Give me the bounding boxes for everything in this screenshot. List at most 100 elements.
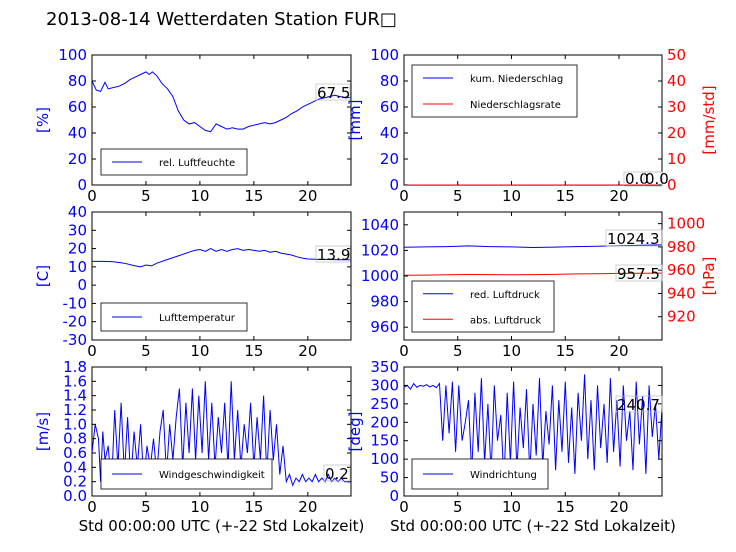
precipitation-xtick-label: 20 xyxy=(609,187,628,205)
temperature-series-0-line xyxy=(92,248,351,268)
winddirection-value-label-box xyxy=(615,395,663,413)
windspeed-value-label-box xyxy=(323,464,351,482)
pressure-legend-label: red. Luftdruck xyxy=(470,290,540,301)
windspeed-series-0-line xyxy=(92,381,351,489)
winddirection-ytick-label: 100 xyxy=(370,450,399,468)
windspeed-xtick-label: 15 xyxy=(244,498,263,516)
pressure-y2tick-label: 980 xyxy=(667,238,696,256)
windspeed-value-label: 0.2 xyxy=(325,465,349,483)
temperature-ytick-label: 20 xyxy=(68,240,87,258)
windspeed-ytick-label: 0.8 xyxy=(63,430,87,448)
windspeed-xtick-label: 10 xyxy=(190,498,209,516)
precipitation-ytick-label: 40 xyxy=(380,124,399,142)
precipitation-ytick-label: 100 xyxy=(370,46,399,64)
precipitation-y2tick-label: 0 xyxy=(667,176,677,194)
pressure-xtick-label: 20 xyxy=(609,342,628,360)
windspeed-xlabel: Std 00:00:00 UTC (+-22 Std Lokalzeit) xyxy=(79,517,365,535)
humidity-ytick-label: 20 xyxy=(68,150,87,168)
pressure-value-label-box xyxy=(605,229,663,247)
precipitation-ytick-label: 20 xyxy=(380,150,399,168)
humidity-legend-label: rel. Luftfeuchte xyxy=(159,158,235,169)
temperature-legend-label: Lufttemperatur xyxy=(159,313,236,324)
pressure-xtick-label: 0 xyxy=(399,342,409,360)
windspeed-xtick-label: 0 xyxy=(87,498,97,516)
pressure-y2tick-label: 960 xyxy=(667,261,696,279)
pressure-value-label: 1024.3 xyxy=(607,230,660,248)
humidity-value-label: 67.5 xyxy=(317,84,350,102)
missing-glyph-box: □ xyxy=(379,9,397,30)
pressure-xtick-label: 15 xyxy=(556,342,575,360)
precipitation-ylabel: [mm] xyxy=(346,100,364,141)
winddirection-legend: Windrichtung xyxy=(411,458,549,490)
temperature-ytick-label: 10 xyxy=(68,258,87,276)
precipitation-y2tick-label: 50 xyxy=(667,46,686,64)
pressure-xtick-label: 5 xyxy=(453,342,463,360)
windspeed-ytick-label: 1.0 xyxy=(63,415,87,433)
winddirection-xtick-label: 10 xyxy=(502,498,521,516)
winddirection-ytick-label: 150 xyxy=(370,432,399,450)
pressure-y2tick-label: 940 xyxy=(667,284,696,302)
winddirection-xlabel: Std 00:00:00 UTC (+-22 Std Lokalzeit) xyxy=(390,517,676,535)
precipitation-xtick-label: 15 xyxy=(556,187,575,205)
winddirection-xtick-label: 0 xyxy=(399,498,409,516)
winddirection-ytick-label: 300 xyxy=(370,376,399,394)
precipitation-y2tick-label: 10 xyxy=(667,150,686,168)
temperature-value-label-box xyxy=(315,245,351,263)
winddirection-ytick-label: 0 xyxy=(389,487,399,505)
precipitation-value-label: 0.0 xyxy=(645,170,669,188)
windspeed-ytick-label: 0.2 xyxy=(63,473,87,491)
windspeed-legend-label: Windgeschwindigkeit xyxy=(159,470,265,481)
figure-title: 2013-08-14 Wetterdaten Station FUR□ xyxy=(46,9,397,30)
windspeed-ytick-label: 1.4 xyxy=(63,387,87,405)
pressure-legend: red. Luftdruck abs. Luftdruck xyxy=(411,280,555,333)
temperature-ylabel: [C] xyxy=(34,265,52,287)
humidity-ytick-label: 60 xyxy=(68,98,87,116)
winddirection-legend-label: Windrichtung xyxy=(470,470,537,481)
pressure-y2tick-label: 920 xyxy=(667,308,696,326)
temperature-xtick-label: 10 xyxy=(190,342,209,360)
pressure-xtick-label: 10 xyxy=(502,342,521,360)
humidity-xtick-label: 0 xyxy=(87,187,97,205)
humidity-value-label-box xyxy=(315,83,351,101)
windspeed-legend: Windgeschwindigkeit xyxy=(100,458,273,490)
temperature-ytick-label: 40 xyxy=(68,203,87,221)
winddirection-ytick-label: 50 xyxy=(380,469,399,487)
precipitation-value-label-box xyxy=(643,171,663,187)
humidity-series-0-line xyxy=(92,71,351,133)
humidity-xtick-label: 10 xyxy=(190,187,209,205)
temperature-ytick-label: 30 xyxy=(68,221,87,239)
precipitation-y2label: [mm/std] xyxy=(700,85,718,154)
humidity-ytick-label: 0 xyxy=(77,176,87,194)
temperature-xtick-label: 5 xyxy=(141,342,151,360)
pressure-y2label: [hPa] xyxy=(700,257,718,296)
precipitation-panel: 0 5 10 15 20 0 20 40 60 80 100 0 10 20 30 40 50 [mm] [mm/s… xyxy=(346,46,718,205)
pressure-legend-box xyxy=(411,280,555,333)
windspeed-xtick-label: 5 xyxy=(141,498,151,516)
precipitation-legend: kum. Niederschlag Niederschlagsrate xyxy=(411,64,578,118)
temperature-ytick-label: -10 xyxy=(63,294,88,312)
precipitation-ytick-label: 60 xyxy=(380,98,399,116)
temperature-ytick-label: 0 xyxy=(77,276,87,294)
winddirection-value-label: 240.7 xyxy=(617,396,660,414)
precipitation-y2tick-label: 40 xyxy=(667,72,686,90)
windspeed-ytick-label: 1.6 xyxy=(63,372,87,390)
temperature-xtick-label: 20 xyxy=(298,342,317,360)
temperature-ytick-label: -20 xyxy=(63,313,88,331)
temperature-ytick-label: -30 xyxy=(63,331,88,349)
windspeed-panel: 0 5 10 15 200.00.20.40.60.81.01.21.41.61.8[m… xyxy=(34,358,364,535)
precipitation-ytick-label: 0 xyxy=(389,176,399,194)
pressure-ytick-label: 980 xyxy=(370,293,399,311)
precipitation-y2tick-label: 20 xyxy=(667,124,686,142)
humidity-ytick-label: 100 xyxy=(58,46,87,64)
precipitation-legend-label: Niederschlagsrate xyxy=(470,100,561,111)
winddirection-ytick-label: 350 xyxy=(370,358,399,376)
winddirection-ytick-label: 250 xyxy=(370,395,399,413)
precipitation-y2tick-label: 30 xyxy=(667,98,686,116)
pressure-legend-label: abs. Luftdruck xyxy=(470,315,541,326)
windspeed-ytick-label: 0.6 xyxy=(63,444,87,462)
pressure-panel: 0 5 10 15 20 960 980 1000 1020 1040 920 940 960 980 10… xyxy=(361,211,718,360)
windspeed-ytick-label: 0.4 xyxy=(63,458,87,476)
humidity-ytick-label: 40 xyxy=(68,124,87,142)
temperature-xtick-label: 0 xyxy=(87,342,97,360)
